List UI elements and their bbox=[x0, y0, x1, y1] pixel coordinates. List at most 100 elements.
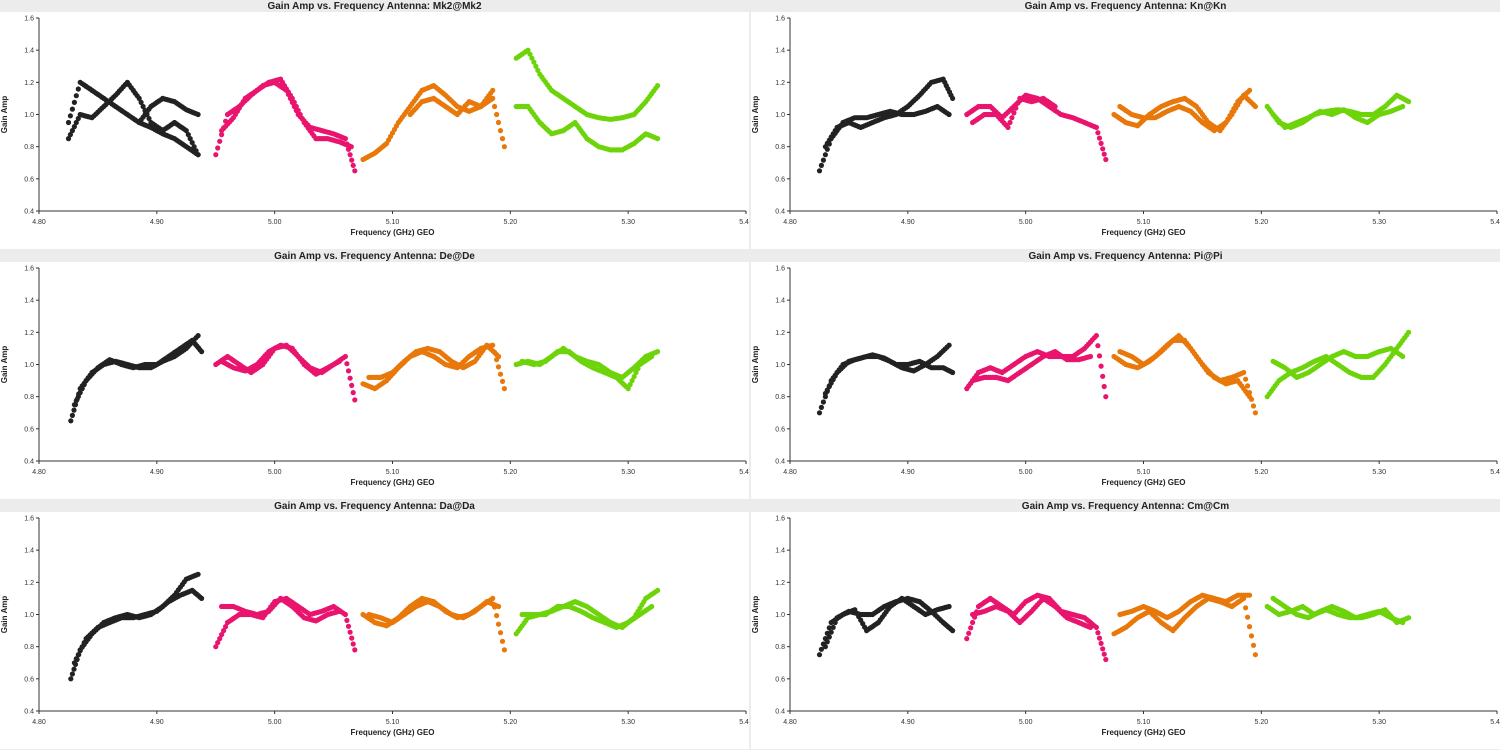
data-series bbox=[1270, 345, 1406, 380]
data-point bbox=[1015, 100, 1021, 106]
data-point bbox=[1007, 119, 1013, 126]
data-point bbox=[635, 365, 641, 372]
title-band bbox=[751, 500, 1500, 512]
data-point bbox=[824, 639, 830, 645]
data-point bbox=[1400, 619, 1406, 626]
data-point bbox=[1247, 394, 1253, 400]
data-series bbox=[219, 595, 343, 624]
data-point bbox=[71, 124, 77, 130]
data-point bbox=[195, 571, 201, 577]
y-tick-label: 1.4 bbox=[775, 298, 785, 305]
data-point bbox=[213, 152, 219, 158]
data-point bbox=[185, 132, 191, 138]
data-point bbox=[199, 595, 205, 601]
data-point bbox=[352, 397, 358, 403]
x-tick-label: 5.10 bbox=[386, 719, 400, 726]
data-point bbox=[73, 119, 79, 126]
x-tick-label: 5.30 bbox=[1372, 469, 1386, 476]
data-point bbox=[348, 144, 354, 150]
data-series bbox=[970, 95, 1058, 130]
x-tick-label: 5.40 bbox=[739, 219, 749, 226]
x-tick-label: 5.40 bbox=[1490, 469, 1500, 476]
y-tick-label: 1.2 bbox=[775, 580, 785, 587]
data-point bbox=[1093, 333, 1099, 339]
data-point bbox=[1252, 652, 1258, 658]
data-point bbox=[964, 636, 970, 642]
data-point bbox=[213, 644, 219, 650]
data-point bbox=[1406, 99, 1412, 105]
x-tick-label: 4.90 bbox=[901, 719, 915, 726]
data-point bbox=[525, 47, 531, 53]
data-series bbox=[65, 79, 201, 158]
data-series bbox=[360, 83, 507, 163]
data-point bbox=[1101, 651, 1107, 657]
data-point bbox=[67, 132, 73, 138]
data-point bbox=[289, 95, 295, 101]
data-point bbox=[349, 157, 355, 163]
data-point bbox=[1011, 110, 1017, 116]
x-tick-label: 4.80 bbox=[783, 219, 797, 226]
data-point bbox=[71, 660, 77, 666]
data-point bbox=[140, 103, 146, 110]
data-point bbox=[1101, 151, 1107, 157]
data-point bbox=[1013, 105, 1019, 111]
data-series bbox=[213, 595, 358, 653]
chart-svg: Gain Amp vs. Frequency Antenna: Cm@Cm 0.4… bbox=[751, 500, 1500, 749]
y-tick-label: 0.8 bbox=[775, 394, 785, 401]
x-tick-label: 4.80 bbox=[783, 469, 797, 476]
x-tick-label: 4.90 bbox=[901, 219, 915, 226]
data-point bbox=[299, 115, 305, 122]
data-point bbox=[625, 386, 631, 392]
data-point bbox=[496, 353, 502, 360]
data-point bbox=[822, 152, 828, 158]
data-point bbox=[950, 95, 956, 101]
x-tick-label: 5.10 bbox=[386, 219, 400, 226]
plot-background bbox=[0, 512, 749, 749]
data-point bbox=[67, 113, 73, 119]
data-series bbox=[366, 342, 502, 380]
data-point bbox=[75, 394, 81, 400]
data-point bbox=[345, 623, 352, 629]
data-point bbox=[349, 635, 355, 641]
data-point bbox=[492, 103, 498, 110]
data-point bbox=[195, 111, 201, 118]
chart-panel: Gain Amp vs. Frequency Antenna: Cm@Cm 0.4… bbox=[751, 500, 1500, 749]
y-tick-label: 0.6 bbox=[775, 426, 785, 433]
data-point bbox=[828, 629, 834, 635]
title-band bbox=[0, 0, 749, 12]
data-point bbox=[77, 648, 83, 654]
data-point bbox=[818, 404, 824, 410]
data-point bbox=[490, 595, 496, 601]
data-point bbox=[223, 624, 229, 630]
data-point bbox=[136, 95, 142, 101]
chart-panel: Gain Amp vs. Frequency Antenna: Mk2@Mk2 0… bbox=[0, 0, 749, 249]
data-point bbox=[344, 617, 350, 623]
y-tick-label: 1.6 bbox=[775, 266, 785, 273]
x-tick-label: 4.80 bbox=[32, 219, 46, 226]
y-tick-label: 0.6 bbox=[775, 676, 785, 683]
y-axis-label: Gain Amp bbox=[751, 596, 760, 634]
data-series bbox=[822, 76, 956, 150]
data-point bbox=[499, 378, 506, 384]
plot-background bbox=[0, 262, 749, 499]
data-point bbox=[352, 168, 358, 174]
data-point bbox=[1100, 373, 1106, 379]
data-point bbox=[65, 119, 72, 126]
data-point bbox=[655, 587, 661, 593]
data-point bbox=[68, 676, 74, 682]
x-axis-label: Frequency (GHz) GEO bbox=[1101, 228, 1185, 237]
data-point bbox=[629, 378, 635, 384]
data-point bbox=[531, 59, 537, 65]
data-point bbox=[350, 390, 356, 396]
data-point bbox=[1103, 394, 1109, 400]
data-point bbox=[349, 382, 355, 388]
chart-title: Gain Amp vs. Frequency Antenna: Kn@Kn bbox=[1025, 1, 1227, 12]
data-series bbox=[1117, 592, 1253, 621]
data-point bbox=[81, 640, 87, 646]
data-point bbox=[627, 382, 633, 388]
data-point bbox=[1087, 624, 1094, 630]
data-point bbox=[215, 145, 221, 151]
plot-background bbox=[751, 512, 1500, 749]
y-tick-label: 1.6 bbox=[24, 16, 34, 23]
data-point bbox=[342, 611, 348, 618]
